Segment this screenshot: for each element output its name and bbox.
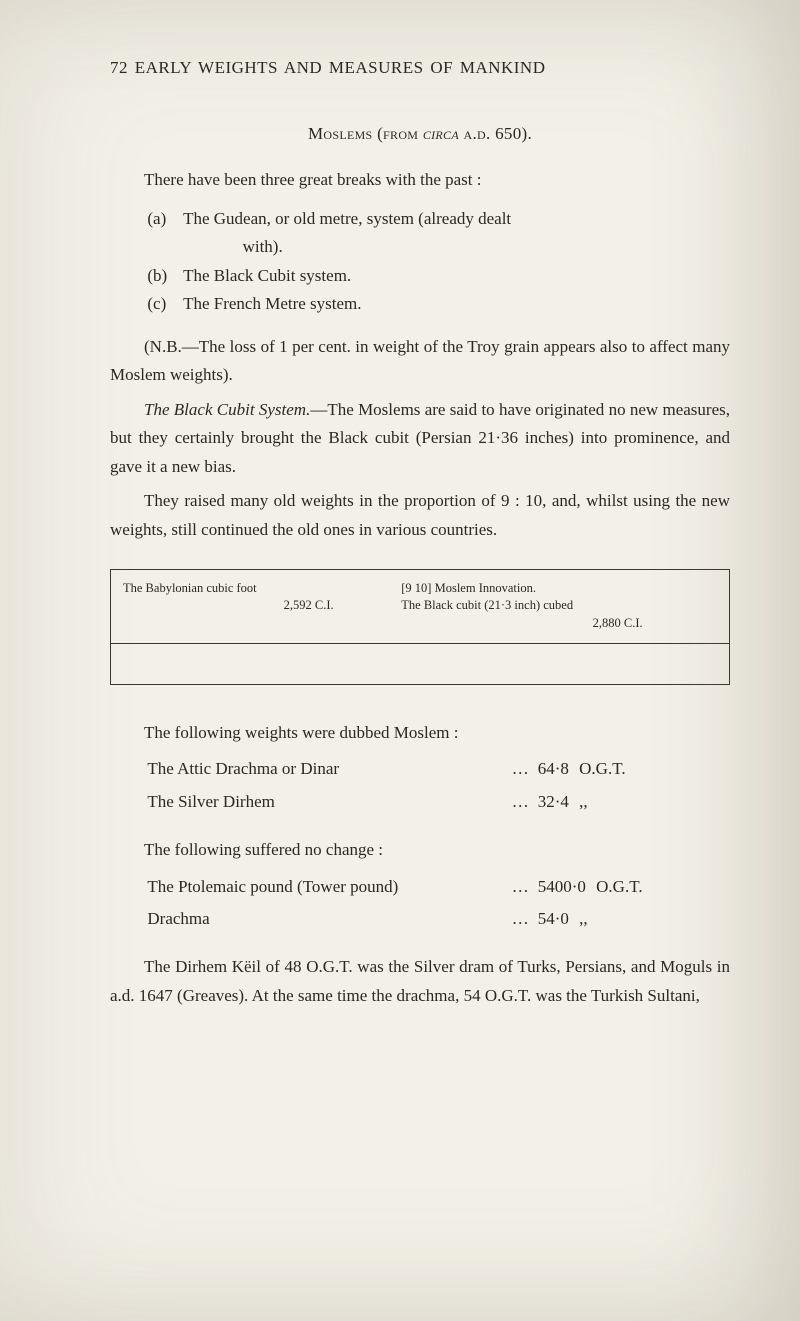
list-marker: (a) [147, 205, 183, 262]
paragraph-6: The following suffered no change : [110, 836, 730, 865]
dl-row: The Ptolemaic pound (Tower pound) … 5400… [147, 871, 730, 903]
body2-right-labels [395, 674, 580, 684]
body-left-vals [272, 644, 396, 664]
head-right-val: 2,880 C.I. [581, 570, 729, 644]
moslem-weights-list: The Attic Drachma or Dinar … 64·8 O.G.T.… [147, 753, 730, 818]
list-marker: (b) [147, 262, 183, 291]
dl-row: The Attic Drachma or Dinar … 64·8 O.G.T. [147, 753, 730, 785]
lettered-list: (a) The Gudean, or old metre, system (al… [147, 205, 730, 319]
dl-value: 64·8 O.G.T. [538, 753, 730, 785]
head-left-val: 2,592 C.I. [272, 570, 396, 644]
list-row: (a) The Gudean, or old metre, system (al… [147, 205, 730, 262]
dl-label: The Silver Dirhem [147, 786, 502, 818]
list-text: The Gudean, or old metre, system (alread… [183, 205, 730, 262]
head-center: [9 10] Moslem Innovation. The Black cubi… [395, 570, 580, 644]
dl-dots: … [503, 786, 538, 818]
paragraph-2: (N.B.—The loss of 1 per cent. in weight … [110, 333, 730, 390]
body2-left-labels [111, 674, 272, 684]
list-row: (b) The Black Cubit system. [147, 262, 730, 291]
dl-dots: … [503, 903, 538, 935]
list-text: The Black Cubit system. [183, 262, 730, 291]
body-right-vals [581, 644, 729, 664]
list-text: The French Metre system. [183, 290, 730, 319]
dl-dots: … [503, 871, 538, 903]
page: 72 EARLY WEIGHTS AND MEASURES OF MANKIND… [0, 0, 800, 1321]
dl-row: Drachma … 54·0 ,, [147, 903, 730, 935]
paragraph-5: The following weights were dubbed Moslem… [110, 719, 730, 748]
list-marker: (c) [147, 290, 183, 319]
dl-value: 5400·0 O.G.T. [538, 871, 730, 903]
dl-value: 32·4 ,, [538, 786, 730, 818]
dl-row: The Silver Dirhem … 32·4 ,, [147, 786, 730, 818]
body-left-labels [111, 644, 272, 664]
body-right-labels [395, 644, 580, 664]
head-left-label: The Babylonian cubic foot [111, 570, 272, 644]
paragraph-1: There have been three great breaks with … [110, 166, 730, 195]
section-title: Moslems (from circa a.d. 650). [110, 124, 730, 144]
paragraph-7: The Dirhem Këil of 48 O.G.T. was the Sil… [110, 953, 730, 1010]
dl-label: Drachma [147, 903, 502, 935]
unchanged-weights-list: The Ptolemaic pound (Tower pound) … 5400… [147, 871, 730, 936]
table-head-row: The Babylonian cubic foot 2,592 C.I. [9 … [111, 570, 729, 644]
body2-left-vals [272, 674, 396, 684]
running-head: 72 EARLY WEIGHTS AND MEASURES OF MANKIND [110, 58, 730, 78]
table: The Babylonian cubic foot 2,592 C.I. [9 … [110, 569, 730, 685]
paragraph-4: They raised many old weights in the prop… [110, 487, 730, 544]
dl-dots: … [503, 753, 538, 785]
paragraph-3: The Black Cubit System.—The Moslems are … [110, 396, 730, 482]
dl-label: The Ptolemaic pound (Tower pound) [147, 871, 502, 903]
table-gap [111, 664, 729, 674]
body2-right-vals [581, 674, 729, 684]
moslem-innovation-table: The Babylonian cubic foot 2,592 C.I. [9 … [110, 569, 730, 685]
section-title-text: Moslems (from circa a.d. 650). [308, 124, 532, 143]
table-body [111, 644, 729, 664]
list-row: (c) The French Metre system. [147, 290, 730, 319]
table-body-2 [111, 674, 729, 684]
dl-label: The Attic Drachma or Dinar [147, 753, 502, 785]
dl-value: 54·0 ,, [538, 903, 730, 935]
